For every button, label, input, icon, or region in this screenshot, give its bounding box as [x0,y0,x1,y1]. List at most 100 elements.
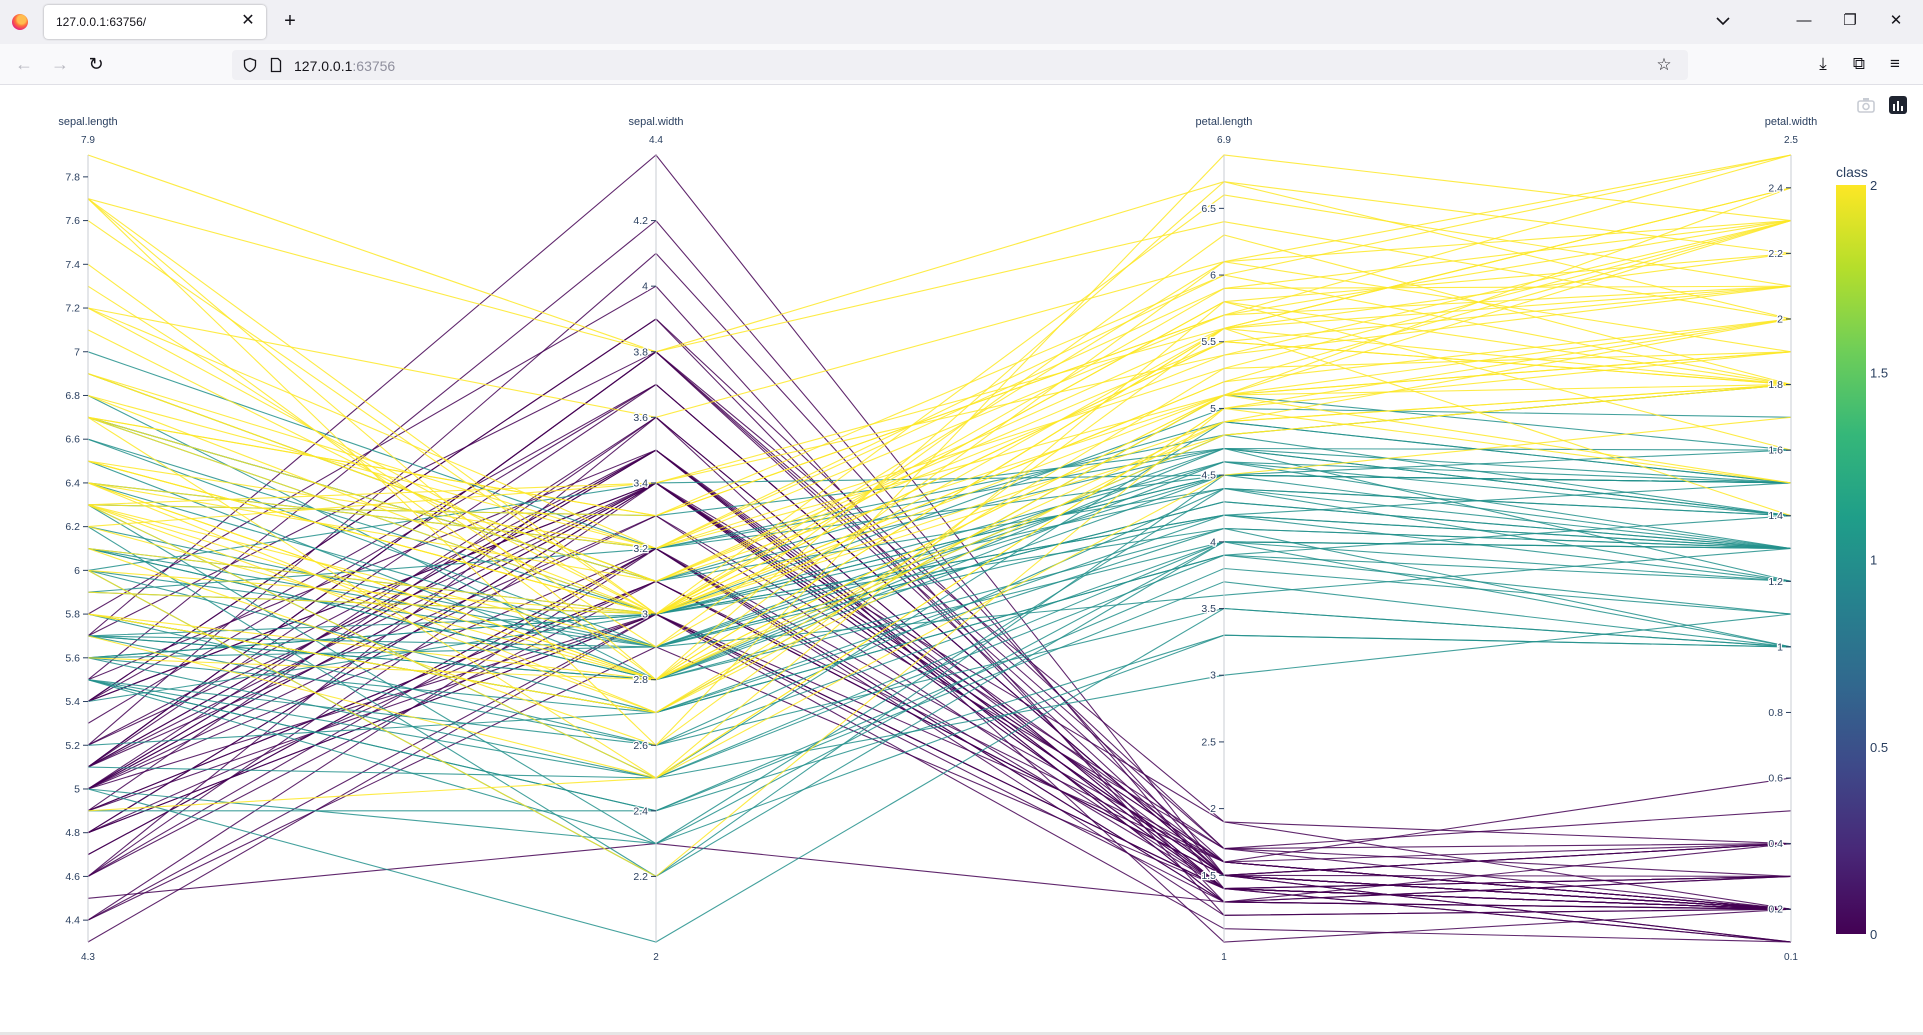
data-line-138 [87,383,1792,615]
data-line-98 [87,613,1792,779]
reload-button[interactable]: ↻ [88,54,104,74]
axis-tick-label: 6.6 [65,434,80,446]
colorbar-tick-label: 1 [1870,553,1877,568]
axis-tick-label: 2.8 [633,674,648,686]
parallel-coordinates-chart: sepal.length 7.9 4.3 4.4 4.6 4.8 5 5.2 5.4 5.6 5.8… [58,116,1888,963]
data-line-123 [87,383,1792,714]
url-port: :63756 [352,58,396,74]
data-line-12 [87,613,1792,943]
page-icon[interactable] [268,57,284,73]
data-line-22 [87,416,1792,943]
data-line-111 [87,351,1792,714]
data-line-131 [87,154,1792,353]
axis-sepal-length[interactable]: sepal.length 7.9 4.3 4.4 4.6 4.8 5 5.2 5.4 5.6 5.8… [58,116,117,963]
axis-tick-label: 2.4 [633,805,648,817]
data-line-95 [87,514,1792,637]
plotly-logo-icon[interactable] [1888,95,1908,115]
list-all-tabs-chevron-down-icon[interactable] [1712,10,1734,32]
data-line-42 [87,547,1792,921]
axis-tick-label: 3 [642,609,648,621]
colorbar-tick-label: 0.5 [1870,740,1888,755]
axis-tick-label: 7 [74,346,80,358]
axis-tick-label: 2.2 [1768,248,1783,260]
axis-tick-label: 7.6 [65,215,80,227]
back-button[interactable]: ← [15,54,33,74]
axis-tick-label: 4 [1210,536,1216,548]
axis-title[interactable]: sepal.length [58,116,117,128]
colorbar [1836,185,1866,934]
axis-tick-label: 4.2 [633,215,648,227]
axis-tick-label: 5.5 [1201,336,1216,348]
firefox-icon [12,14,28,30]
shield-icon[interactable] [242,57,258,73]
data-line-147 [87,318,1792,615]
axis-tick-label: 6 [1210,270,1216,282]
axis-tick-label: 5 [74,783,80,795]
colorbar-tick-label: 1.5 [1870,365,1888,380]
restore-button[interactable]: ❐ [1843,12,1857,29]
axis-tick-label: 1 [1777,641,1783,653]
data-line-71 [87,541,1792,681]
extensions-button[interactable]: ⧉ [1852,54,1866,73]
data-line-3 [87,580,1792,910]
axis-tick-label: 6.8 [65,390,80,402]
minimize-button[interactable]: — [1796,12,1812,29]
axis-tick-label: 6 [74,565,80,577]
axis-range-max-label: 6.9 [1217,135,1231,146]
browser-tab-bar: 127.0.0.1:63756/ ✕ + — ❐ ✕ [0,0,1923,44]
colorbar-title: class [1836,164,1868,180]
axis-tick-label: 3 [1210,670,1216,682]
axis-tick-label: 4 [642,281,648,293]
data-line-148 [87,220,1792,528]
axis-petal-width[interactable]: petal.width 2.5 0.1 0.2 0.4 0.6 0.8 1 1.2 1.4 1.6 1… [1765,116,1818,963]
data-line-107 [87,234,1792,648]
browser-tab[interactable]: 127.0.0.1:63756/ ✕ [44,5,266,39]
axis-sepal-width[interactable]: sepal.width 4.4 2 2.2 2.4 2.6 2.8 3 3.2 3.4 3.6 3.8… [628,116,683,963]
data-line-87 [87,487,1792,845]
axis-title[interactable]: sepal.width [628,116,683,128]
tab-close-icon[interactable]: ✕ [241,12,255,29]
data-line-122 [87,181,1792,681]
axis-petal-length[interactable]: petal.length 6.9 1 1.5 2 2.5 3 3.5 4 4.5 5 5.5 6 6.5 [1196,116,1253,963]
data-line-73 [87,447,1792,681]
data-line-89 [87,541,1792,779]
data-line-115 [87,220,1792,550]
downloads-button[interactable]: ⤓ [1819,54,1827,73]
forward-button[interactable]: → [51,54,69,74]
axis-tick-label: 4.8 [65,827,80,839]
new-tab-button[interactable]: + [284,10,296,32]
axis-tick-label: 6.5 [1201,203,1216,215]
data-line-141 [87,220,1792,582]
data-line-134 [87,327,1792,746]
axis-tick-label: 5.4 [65,696,80,708]
data-line-46 [87,351,1792,910]
axis-title[interactable]: petal.width [1765,116,1818,128]
axis-tick-label: 7.4 [65,259,80,271]
data-line-137 [87,341,1792,582]
url-text[interactable]: 127.0.0.1:63756 [294,58,395,74]
data-line-120 [87,220,1792,550]
data-line-125 [87,274,1792,550]
data-line-43 [87,449,1792,863]
bookmark-star-icon[interactable]: ☆ [1656,55,1672,74]
axis-tick-label: 0.2 [1768,904,1783,916]
app-menu-button[interactable]: ≡ [1890,54,1900,73]
axis-tick-label: 0.4 [1768,838,1783,850]
data-line-143 [87,220,1792,550]
axis-tick-label: 3.8 [633,346,648,358]
data-line-66 [87,474,1792,659]
window-close-button[interactable]: ✕ [1889,12,1903,29]
data-line-81 [87,581,1792,812]
data-line-34 [87,580,1792,910]
data-line-135 [87,198,1792,615]
axis-tick-label: 3.4 [633,477,648,489]
axis-range-max-label: 4.4 [649,135,663,146]
data-line-119 [87,407,1792,878]
axis-tick-label: 3.5 [1201,603,1216,615]
axis-range-max-label: 7.9 [81,135,95,146]
data-line-85 [87,449,1792,571]
axis-tick-label: 1.8 [1768,379,1783,391]
camera-icon[interactable] [1856,95,1876,115]
url-bar[interactable]: 127.0.0.1:63756 ☆ [232,50,1688,80]
axis-title[interactable]: petal.length [1196,116,1253,128]
